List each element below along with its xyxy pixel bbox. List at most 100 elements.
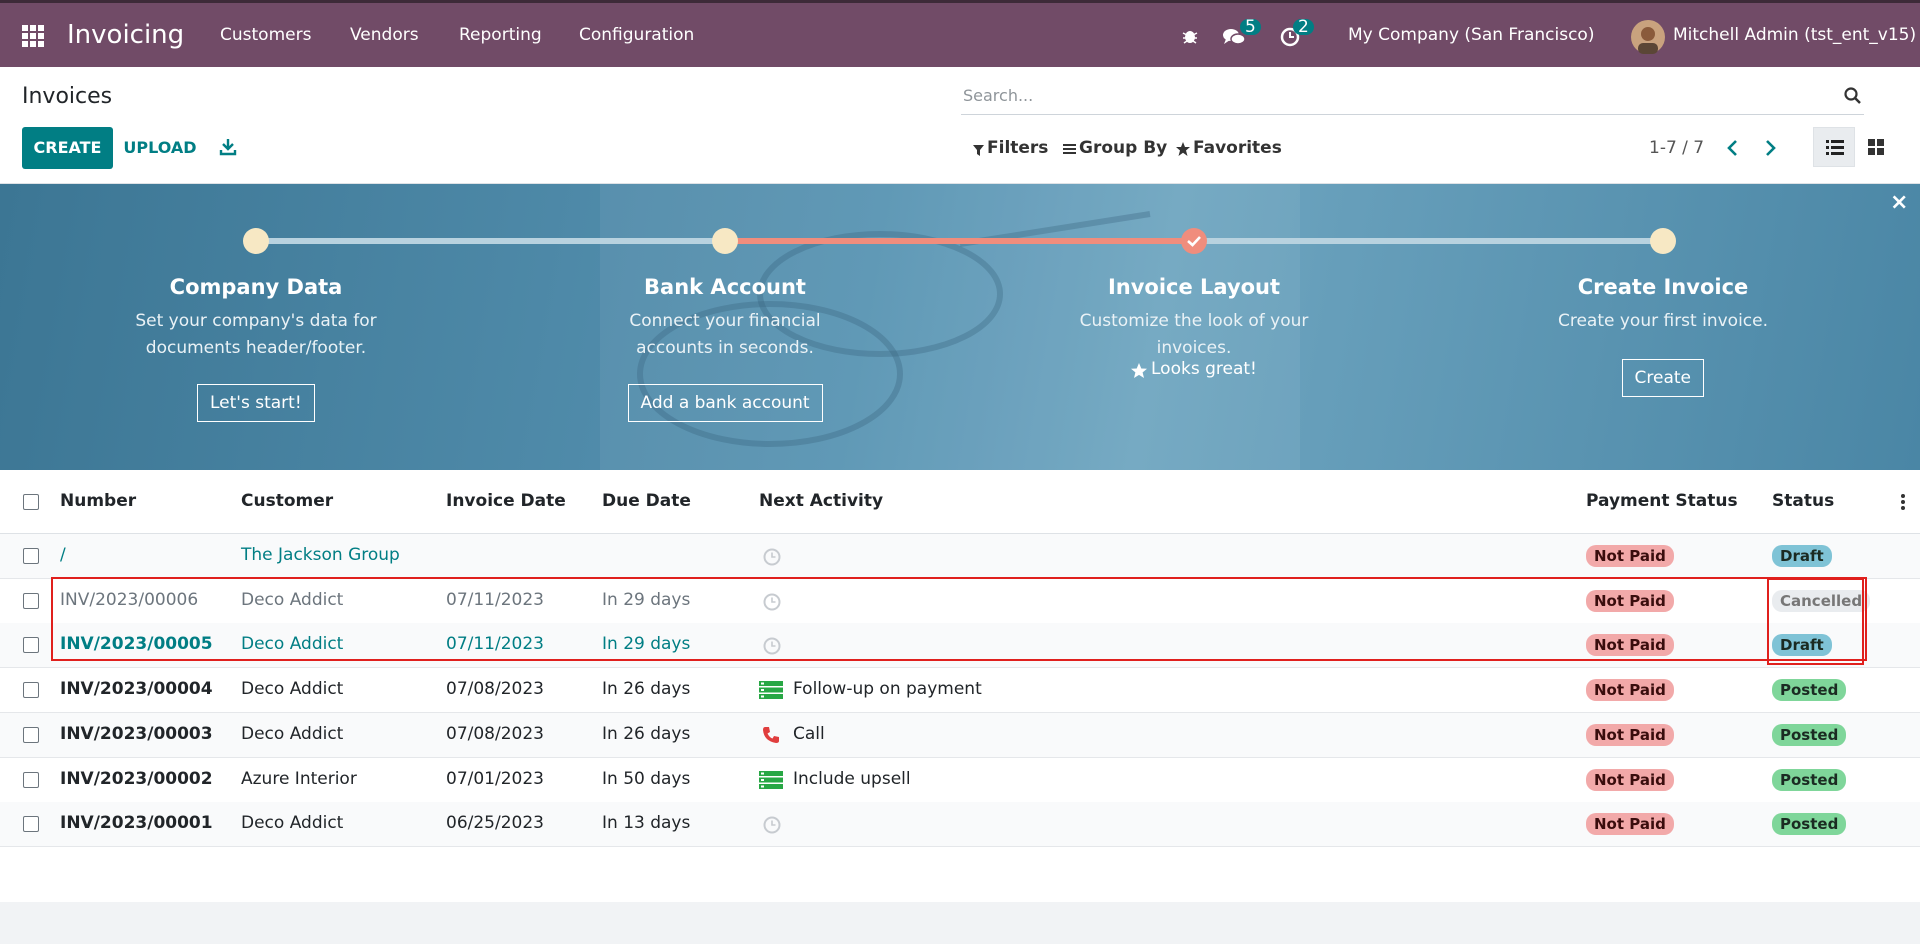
debug-icon[interactable] (1182, 28, 1198, 44)
cell-due-date: In 26 days (602, 679, 691, 700)
step-dot (1650, 228, 1676, 254)
activity-icon (763, 637, 781, 655)
cell-due-date: In 13 days (602, 813, 691, 834)
create-button[interactable]: CREATE (22, 127, 113, 169)
row-checkbox[interactable] (23, 816, 39, 833)
row-divider (0, 756, 1920, 758)
cell-number[interactable]: INV/2023/00004 (60, 679, 213, 700)
step-title: Bank Account (644, 275, 806, 299)
column-header[interactable]: Number (60, 491, 137, 511)
menu[interactable]: Configuration (579, 25, 695, 45)
row-checkbox[interactable] (23, 771, 39, 788)
column-header[interactable]: Payment Status (1586, 491, 1738, 511)
menu[interactable]: Customers (220, 25, 312, 45)
cell-number[interactable]: INV/2023/00005 (60, 634, 213, 655)
payment-status-badge: Not Paid (1586, 679, 1674, 702)
payment-status-badge: Not Paid (1586, 768, 1674, 791)
activity-icon (763, 548, 781, 566)
pager-previous[interactable] (1726, 139, 1740, 157)
cell-customer[interactable]: Deco Addict (241, 634, 344, 655)
row-checkbox[interactable] (23, 682, 39, 699)
pager: 1-7 / 7 (1649, 138, 1705, 158)
step-button[interactable]: Let's start! (197, 384, 315, 422)
group-by-toggle[interactable]: Group By (1079, 138, 1168, 158)
divider (0, 183, 1920, 184)
close-banner[interactable]: × (1890, 190, 1909, 215)
onboarding-banner: × Company Data Set your company's data fo… (0, 184, 1920, 470)
cell-customer[interactable]: Deco Addict (241, 723, 344, 744)
status-badge: Posted (1772, 679, 1847, 702)
groupby-icon (1063, 144, 1076, 154)
step-button[interactable]: Add a bank account (627, 384, 823, 422)
cell-customer[interactable]: Deco Addict (241, 679, 344, 700)
row-checkbox[interactable] (23, 548, 39, 564)
status-badge: Posted (1772, 723, 1847, 746)
cell-number[interactable]: / (60, 545, 66, 565)
company-switcher[interactable]: My Company (San Francisco) (1348, 25, 1595, 45)
column-header[interactable]: Customer (241, 491, 334, 511)
column-header[interactable]: Invoice Date (446, 491, 566, 511)
cell-customer[interactable]: Deco Addict (241, 813, 344, 834)
filter-icon (973, 145, 984, 156)
upload-button[interactable]: UPLOAD (123, 138, 197, 157)
column-header[interactable]: Due Date (602, 491, 691, 511)
cell-invoice-date: 07/11/2023 (446, 589, 544, 610)
step-dot (712, 228, 738, 254)
search-icon[interactable] (1844, 87, 1862, 105)
cell-customer[interactable]: The Jackson Group (241, 545, 400, 565)
footer-area (0, 902, 1920, 944)
payment-status-badge: Not Paid (1586, 589, 1674, 612)
step-title: Company Data (169, 275, 343, 299)
cell-activity[interactable]: Follow-up on payment (793, 679, 982, 700)
payment-status-badge: Not Paid (1586, 723, 1674, 746)
user-menu[interactable]: Mitchell Admin (tst_ent_v15) (1673, 25, 1917, 45)
row-checkbox[interactable] (23, 637, 39, 654)
download-icon[interactable] (219, 138, 237, 156)
status-badge: Draft (1772, 545, 1832, 567)
done-star (1131, 363, 1147, 378)
select-all (23, 494, 39, 510)
pager-next[interactable] (1763, 139, 1777, 157)
cell-activity[interactable]: Call (793, 723, 825, 744)
cell-activity[interactable]: Include upsell (793, 768, 911, 789)
cell-due-date: In 29 days (602, 634, 691, 655)
cell-customer[interactable]: Deco Addict (241, 589, 344, 610)
column-header[interactable]: Next Activity (759, 491, 884, 511)
messages-icon[interactable] (1222, 27, 1246, 47)
row-checkbox[interactable] (23, 592, 39, 609)
status-badge: Posted (1772, 813, 1847, 836)
cell-number[interactable]: INV/2023/00003 (60, 723, 213, 744)
step-title: Create Invoice (1577, 275, 1749, 299)
list-view-button[interactable] (1813, 127, 1855, 167)
column-header[interactable]: Status (1772, 491, 1835, 511)
row-divider (0, 712, 1920, 714)
highlight-rows (51, 577, 1867, 661)
divider (0, 533, 1920, 534)
cell-number[interactable]: INV/2023/00006 (60, 589, 199, 610)
favorites-toggle[interactable]: Favorites (1193, 138, 1282, 158)
app-name[interactable]: Invoicing (67, 20, 185, 50)
activities-icon[interactable] (1280, 27, 1300, 47)
cell-due-date: In 29 days (602, 589, 691, 610)
step-dot (243, 228, 269, 254)
payment-status-badge: Not Paid (1586, 634, 1674, 657)
row-divider (0, 622, 1920, 624)
activity-icon (759, 770, 783, 789)
step-button[interactable]: Create (1621, 359, 1704, 397)
cell-number[interactable]: INV/2023/00001 (60, 813, 213, 834)
messages-badge: 5 (1240, 19, 1261, 36)
menu[interactable]: Reporting (459, 25, 542, 45)
row-divider (0, 846, 1920, 848)
apps-icon[interactable] (22, 25, 44, 47)
menu[interactable]: Vendors (350, 25, 419, 45)
cell-customer[interactable]: Azure Interior (241, 768, 357, 789)
cell-invoice-date: 07/08/2023 (446, 723, 544, 744)
row-checkbox[interactable] (23, 726, 39, 743)
filters-toggle[interactable]: Filters (987, 138, 1049, 158)
kanban-view-button[interactable] (1868, 139, 1885, 156)
step-description: Connect your financial accounts in secon… (629, 311, 821, 358)
avatar[interactable] (1631, 20, 1665, 54)
search-bar[interactable]: Search... (961, 80, 1864, 115)
cell-number[interactable]: INV/2023/00002 (60, 768, 213, 789)
progress-line (1194, 238, 1663, 244)
